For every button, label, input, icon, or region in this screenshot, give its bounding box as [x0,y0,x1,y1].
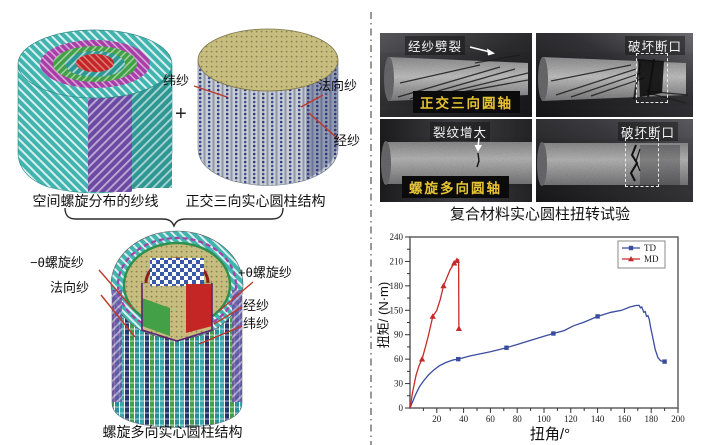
svg-text:120: 120 [564,414,578,424]
svg-text:150: 150 [390,305,404,315]
annotation-failure-fracture-top: 破坏断口 [625,36,686,55]
svg-text:160: 160 [618,414,632,424]
svg-text:200: 200 [671,414,685,424]
label-weft-c: 纬纱 [243,316,270,331]
svg-text:20: 20 [432,414,442,424]
down-arrow-icon [474,137,482,152]
fracture-highlight-box [636,53,668,103]
torque-chart: 20 40 60 80 100 120 140 160 180 200 0 30 60 90 150 180 2… [372,226,723,445]
svg-text:30: 30 [394,379,404,389]
svg-text:60: 60 [394,354,404,364]
svg-text:210: 210 [390,256,404,266]
caption-structure-c: 螺旋多向实心圆柱结构 [102,424,243,440]
svg-text:180: 180 [644,414,658,424]
svg-text:80: 80 [513,414,523,424]
photo-orthogonal-cracking: 经纱劈裂 正交三向圆轴 [380,33,532,117]
label-warp-c: 经纱 [243,298,270,313]
tag-orthogonal-shaft: 正交三向圆轴 [413,91,520,113]
x-axis-title: 扭角/° [529,426,571,443]
photo-helical-fracture: 破坏断口 [536,119,693,202]
svg-text:90: 90 [394,330,404,340]
svg-text:180: 180 [390,281,404,291]
svg-text:TD: TD [644,243,656,253]
structure-a-helical-yarns [17,29,173,194]
photo-orthogonal-fracture: 破坏断口 [536,33,693,117]
leader-lines [98,85,338,345]
yarn-structure-illustrations [17,28,339,428]
annotation-warp-splitting: 经纱劈裂 [405,36,466,55]
annotation-arrow-icon [469,46,495,56]
caption-torsion-test: 复合材料实心圆柱扭转试验 [449,206,630,223]
y-axis-title: 扭矩/ (N·m) [376,281,391,349]
photo-helical-crack-growth: 裂纹增大 螺旋多向圆轴 [380,119,532,202]
svg-text:MD: MD [644,254,659,264]
svg-text:60: 60 [486,414,496,424]
svg-text:240: 240 [390,232,404,242]
annotation-failure-fracture-bottom: 破坏断口 [618,122,679,141]
svg-text:100: 100 [537,414,551,424]
label-warp-b: 经纱 [334,133,361,148]
tag-helical-shaft: 螺旋多向圆轴 [402,176,509,198]
combination-brace [64,207,284,228]
fracture-highlight-box-2 [625,138,659,187]
svg-text:40: 40 [459,414,469,424]
svg-text:0: 0 [399,403,404,413]
label-normal-c: 法向纱 [50,280,90,295]
caption-structure-a: 空间螺旋分布的纱线 [32,193,159,209]
svg-text:140: 140 [591,414,605,424]
label-pos-helix-c: +θ螺旋纱 [238,265,292,280]
caption-structure-b: 正交三向实心圆柱结构 [185,193,326,209]
label-weft-b: 纬纱 [163,73,190,88]
torque-chart-plot: 20 40 60 80 100 120 140 160 180 200 0 30 60 90 150 180 2… [390,232,686,424]
label-normal-b: 法向纱 [318,78,358,93]
separator-line [370,12,372,445]
structure-c-helical-multidirectional-cylinder [110,230,244,428]
annotation-crack-growth: 裂纹增大 [430,122,491,141]
label-neg-helix-c: −θ螺旋纱 [30,255,84,270]
structure-b-orthogonal-cylinder [197,28,339,186]
plus-sign: + [175,103,187,125]
